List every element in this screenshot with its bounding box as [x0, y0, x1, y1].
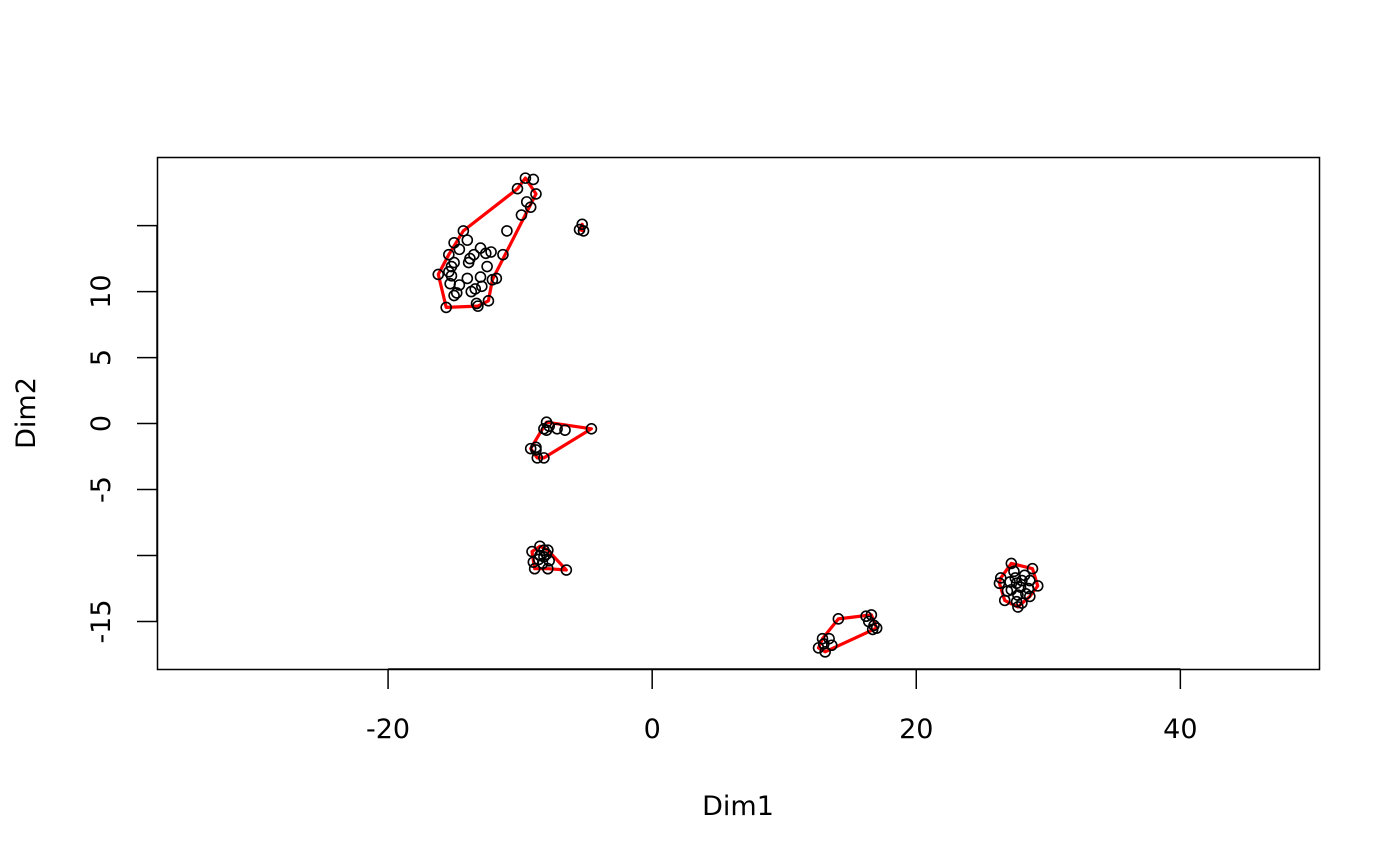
data-point	[461, 234, 474, 246]
y-tick-label: 5	[86, 349, 117, 366]
data-point	[560, 564, 573, 576]
data-point	[497, 248, 509, 261]
data-point	[485, 246, 497, 258]
data-point	[501, 225, 513, 237]
data-point	[577, 225, 590, 237]
data-point	[866, 623, 879, 636]
data-point	[527, 173, 540, 186]
data-point	[465, 285, 478, 298]
data-point	[993, 577, 1006, 590]
x-tick-label: 20	[899, 714, 933, 745]
data-point	[1026, 562, 1039, 575]
data-point	[530, 444, 542, 456]
data-point	[816, 632, 829, 645]
data-point	[819, 646, 831, 658]
data-point	[551, 423, 563, 435]
data-point	[472, 300, 484, 312]
data-point	[1005, 557, 1018, 570]
data-point	[1012, 601, 1024, 613]
data-point	[444, 277, 456, 290]
data-point	[476, 280, 488, 293]
data-point	[462, 256, 475, 269]
data-point	[540, 548, 553, 560]
data-point	[998, 594, 1011, 607]
data-point	[461, 272, 474, 285]
data-point	[486, 273, 499, 286]
y-tick-label: 10	[86, 274, 117, 308]
x-tick-label: -20	[366, 714, 410, 745]
x-axis-title: Dim1	[702, 791, 774, 822]
data-point	[585, 423, 598, 435]
y-tick-label: -15	[86, 599, 117, 643]
data-point	[531, 452, 544, 464]
data-points	[432, 172, 1044, 658]
data-point	[1008, 565, 1020, 578]
y-axis-title: Dim2	[11, 377, 42, 449]
data-point	[832, 613, 845, 625]
y-tick-label: -5	[86, 476, 117, 503]
data-point	[481, 260, 493, 273]
data-point	[453, 243, 466, 256]
data-point	[530, 188, 542, 200]
y-tick-label: 0	[86, 415, 117, 432]
data-point	[538, 452, 550, 464]
data-point	[482, 295, 495, 307]
data-point	[474, 271, 487, 283]
data-point	[527, 556, 540, 568]
data-point	[448, 289, 460, 302]
data-point	[559, 424, 571, 436]
x-tick-label: 40	[1163, 714, 1197, 745]
cluster-hulls	[436, 176, 1040, 654]
data-point	[450, 287, 463, 299]
data-point	[528, 562, 541, 575]
data-point	[1024, 574, 1036, 587]
plot-frame	[156, 156, 1321, 671]
data-point	[432, 268, 445, 281]
data-point	[542, 562, 554, 575]
data-point	[515, 209, 528, 221]
data-point	[511, 182, 524, 195]
data-point	[440, 301, 452, 314]
data-point	[1010, 595, 1023, 608]
y-axis: -15 -5 0 5 10	[86, 224, 158, 644]
data-point	[543, 554, 555, 567]
data-point	[825, 639, 838, 652]
data-point	[1024, 590, 1036, 603]
data-point	[865, 609, 878, 621]
data-point	[479, 247, 492, 260]
x-axis: -20 0 20 40	[366, 668, 1198, 745]
data-point	[519, 172, 532, 184]
x-tick-label: 0	[644, 714, 661, 745]
data-point	[443, 248, 455, 261]
cluster-hull	[816, 613, 879, 654]
data-point	[468, 248, 480, 261]
data-point	[1016, 597, 1028, 609]
data-point	[457, 225, 470, 237]
data-point	[524, 201, 537, 213]
data-point	[524, 442, 537, 455]
data-point	[445, 269, 458, 282]
data-point	[994, 572, 1007, 584]
